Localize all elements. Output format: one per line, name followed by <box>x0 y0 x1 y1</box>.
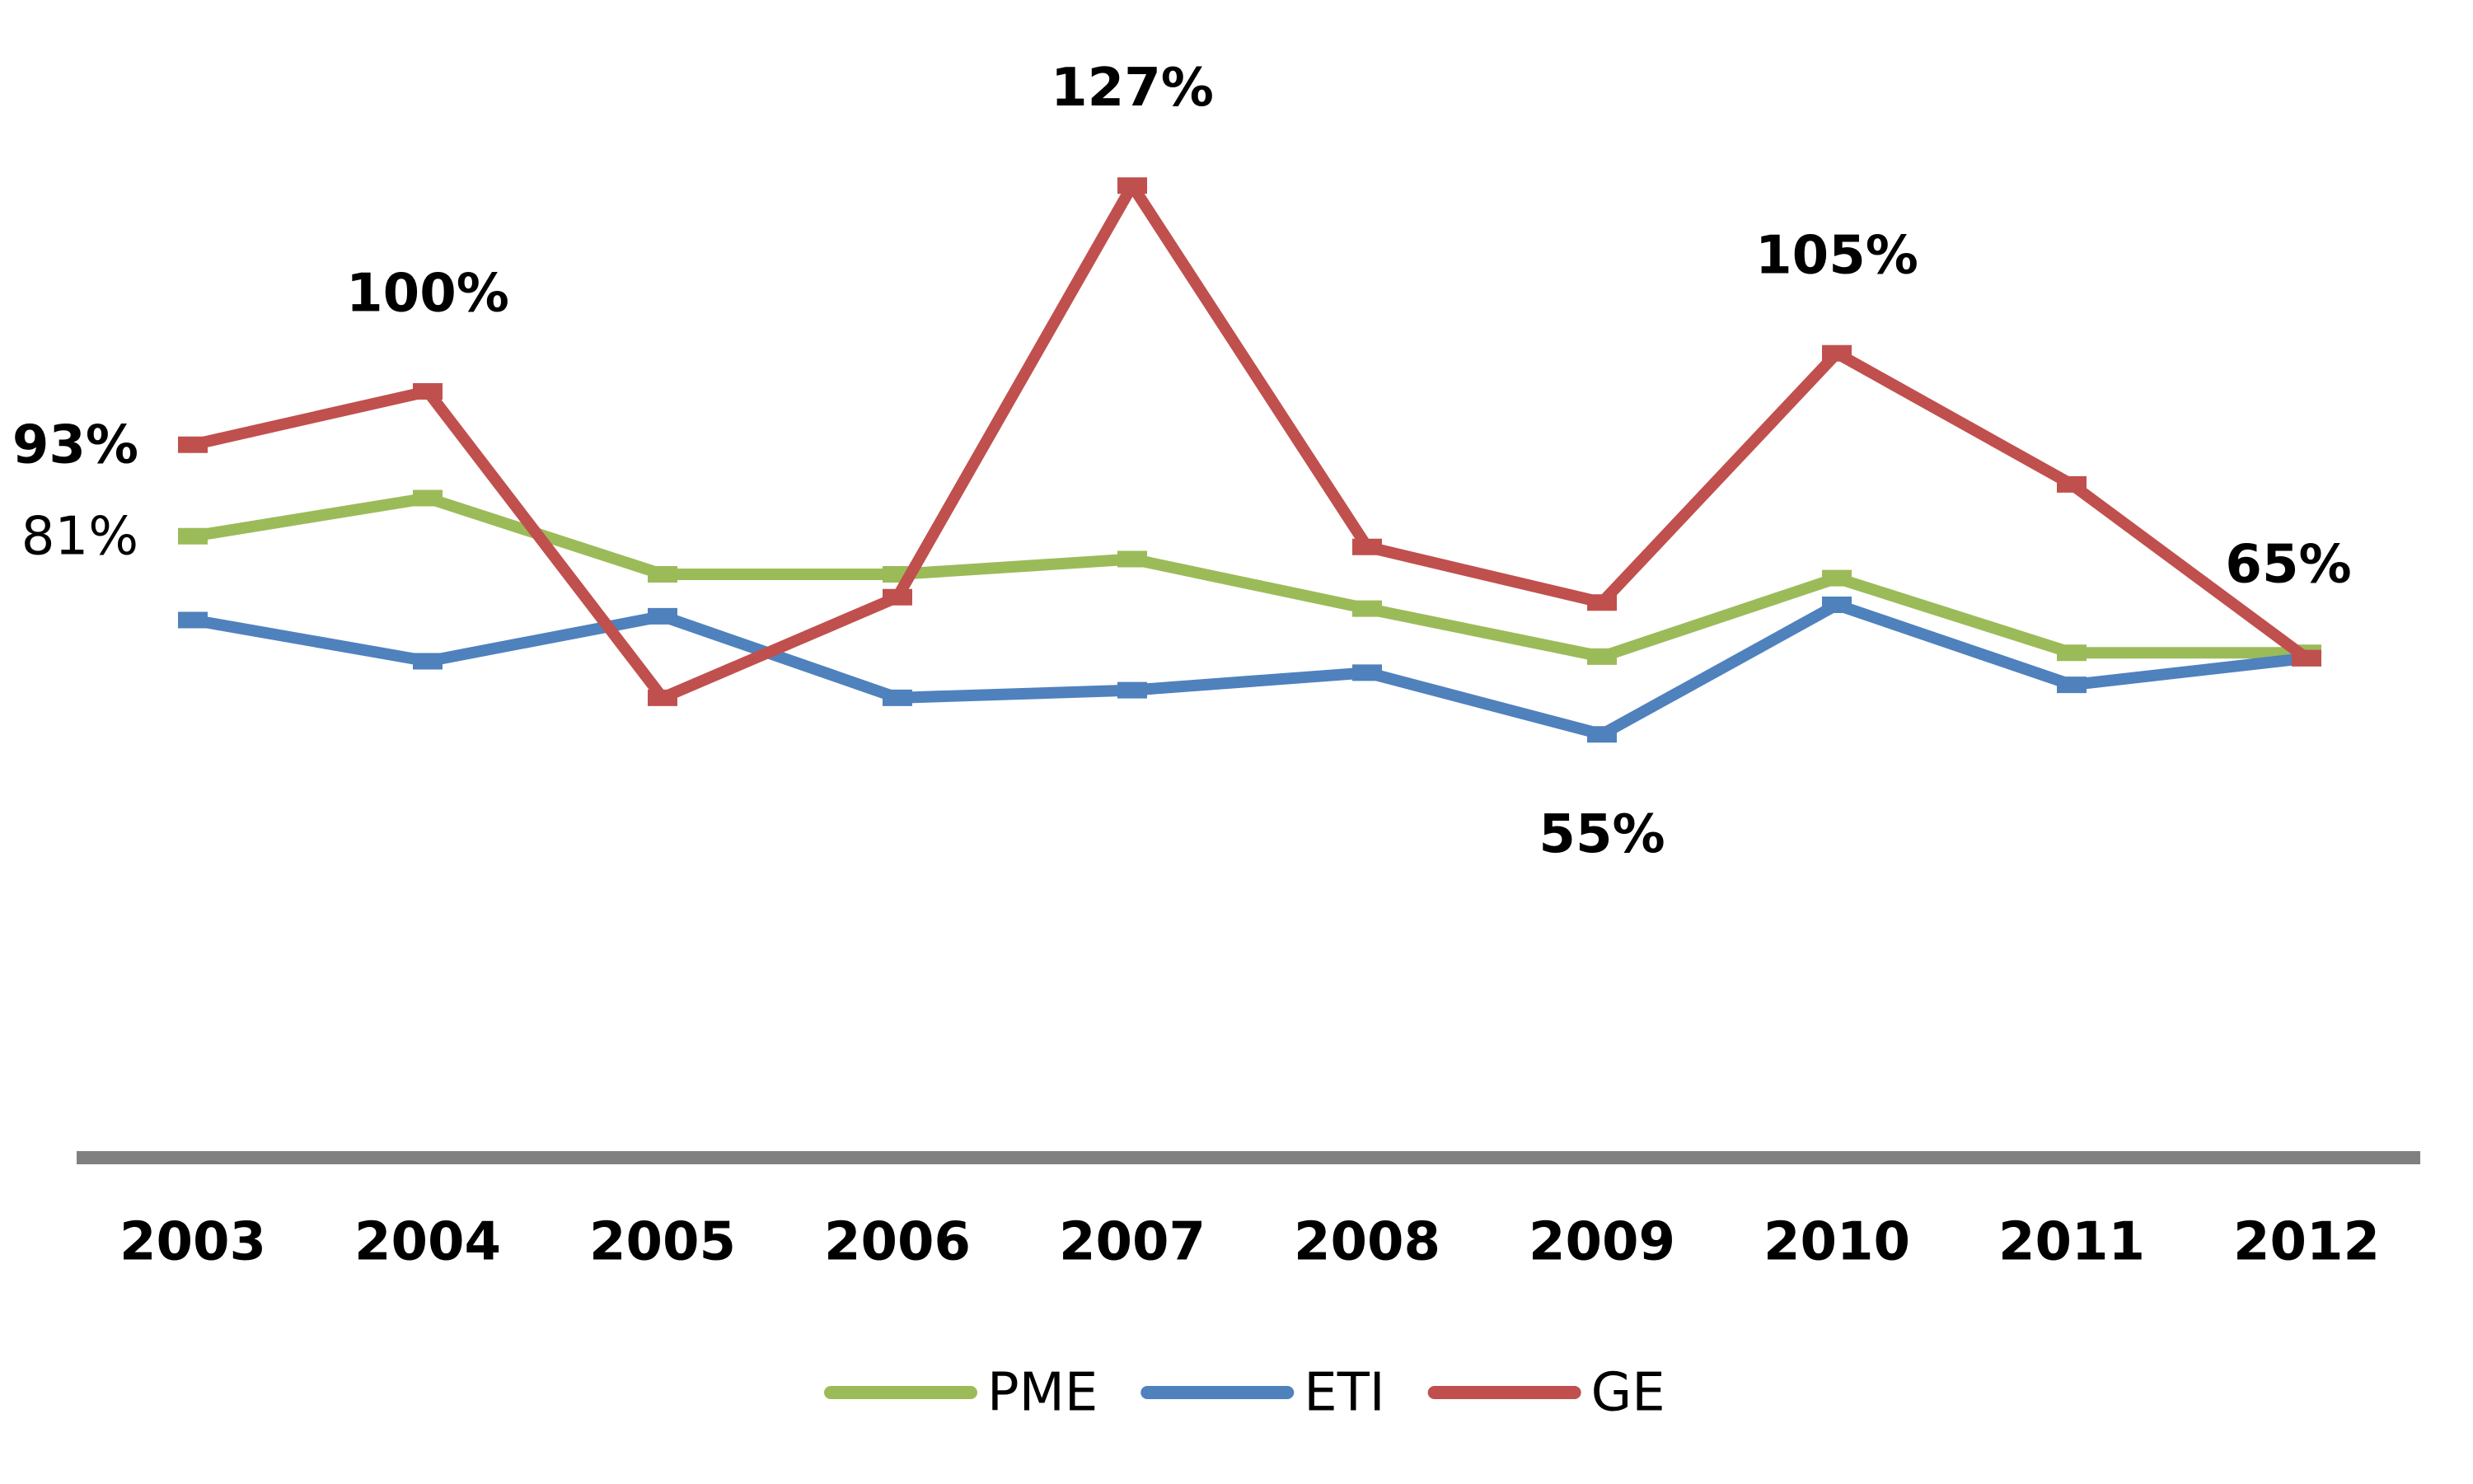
x-tick-label: 2007 <box>1059 1212 1206 1273</box>
x-tick-label: 2010 <box>1763 1212 1910 1273</box>
data-label: 100% <box>346 264 509 325</box>
x-tick-label: 2005 <box>589 1212 736 1273</box>
legend-label: GE <box>1591 1363 1665 1424</box>
data-label: 65% <box>2225 534 2351 595</box>
data-label: 127% <box>1051 58 1214 119</box>
x-tick-label: 2003 <box>119 1212 266 1273</box>
x-tick-label: 2012 <box>2233 1212 2380 1273</box>
legend-label: ETI <box>1304 1363 1384 1424</box>
series-line <box>191 599 2307 741</box>
legend-label: PME <box>987 1363 1098 1424</box>
x-tick-label: 2011 <box>1998 1212 2145 1273</box>
data-label: 55% <box>1539 804 1665 865</box>
data-label: 93% <box>12 414 138 475</box>
data-label: 81% <box>21 506 138 567</box>
series-line <box>191 180 2311 704</box>
x-tick-label: 2004 <box>354 1212 501 1273</box>
x-tick-label: 2006 <box>824 1212 971 1273</box>
data-label: 105% <box>1755 225 1918 286</box>
x-tick-label: 2009 <box>1529 1212 1675 1273</box>
series-line <box>191 492 2307 662</box>
x-tick-label: 2008 <box>1294 1212 1440 1273</box>
